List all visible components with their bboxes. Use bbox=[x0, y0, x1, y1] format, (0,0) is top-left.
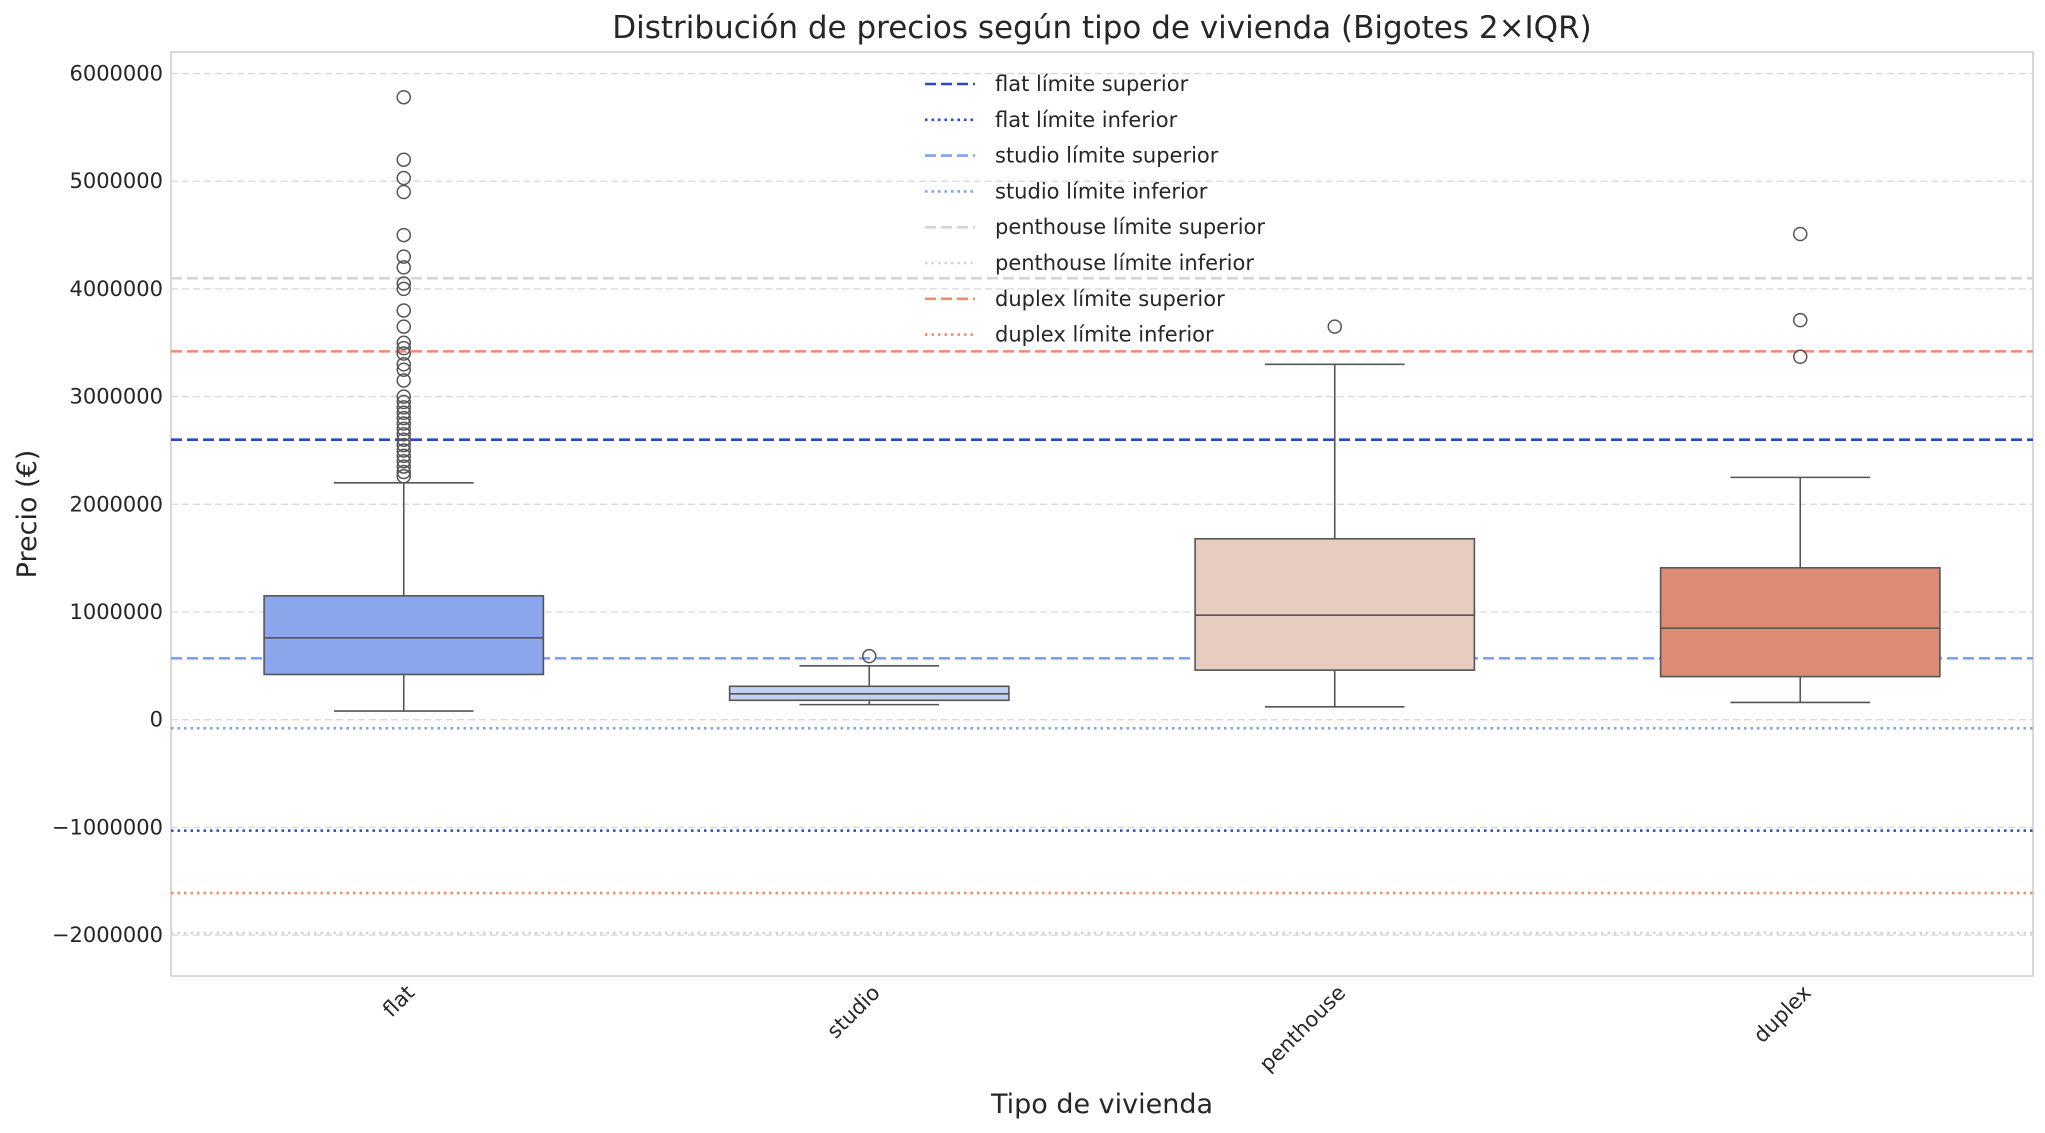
outlier-point bbox=[1327, 319, 1342, 334]
boxes bbox=[263, 89, 1941, 712]
outlier-point bbox=[396, 421, 411, 437]
outlier-point bbox=[396, 89, 411, 105]
outlier-point bbox=[862, 648, 877, 664]
y-tick-label: −2000000 bbox=[52, 923, 163, 947]
box-flat bbox=[263, 89, 545, 712]
outlier-point bbox=[396, 281, 411, 297]
outlier-point bbox=[396, 152, 411, 167]
y-tick-label: 3000000 bbox=[69, 385, 163, 409]
outlier-point bbox=[396, 276, 411, 291]
outlier-point bbox=[396, 249, 411, 264]
outlier-point bbox=[396, 453, 411, 469]
outlier-point bbox=[396, 448, 411, 464]
outlier-point bbox=[1793, 349, 1808, 365]
y-tick-label: 1000000 bbox=[69, 600, 163, 624]
legend-label: penthouse límite superior bbox=[995, 215, 1265, 239]
outlier-point bbox=[396, 362, 411, 377]
outlier-point bbox=[396, 303, 411, 318]
y-tick-labels: −2000000 −1000000 0 1000000 2000000 3000000 40… bbox=[52, 62, 163, 948]
legend: flat límite superior flat límite inferior… bbox=[925, 72, 1265, 347]
iqr-box bbox=[1194, 537, 1476, 671]
y-axis-title: Precio (€) bbox=[12, 450, 43, 579]
legend-label: flat límite inferior bbox=[995, 108, 1178, 132]
outlier-point bbox=[396, 437, 411, 453]
legend-label: flat límite superior bbox=[995, 72, 1189, 96]
y-tick-label: 5000000 bbox=[69, 169, 163, 193]
outlier-point bbox=[396, 432, 411, 447]
plot-area bbox=[170, 51, 2034, 977]
legend-label: penthouse límite inferior bbox=[995, 251, 1254, 275]
outlier-point bbox=[396, 469, 411, 484]
outlier-point bbox=[396, 346, 411, 361]
outlier-point bbox=[396, 260, 411, 275]
outlier-point bbox=[396, 357, 411, 372]
outlier-point bbox=[396, 416, 411, 431]
y-tick-label: 2000000 bbox=[69, 492, 163, 516]
x-tick-labels: flat studio penthouse duplex bbox=[378, 981, 1816, 1077]
box-duplex bbox=[1659, 226, 1941, 704]
y-tick-label: 0 bbox=[150, 708, 163, 732]
x-tick-label: studio bbox=[822, 981, 885, 1044]
outlier-point bbox=[396, 373, 411, 388]
outlier-point bbox=[1793, 226, 1808, 242]
chart-title: Distribución de precios según tipo de vi… bbox=[612, 10, 1591, 46]
outlier-point bbox=[396, 427, 411, 442]
iqr-box bbox=[263, 595, 545, 676]
outlier-point bbox=[396, 227, 411, 243]
outlier-point bbox=[396, 335, 411, 351]
x-tick-label: flat bbox=[378, 981, 419, 1022]
y-tick-label: 4000000 bbox=[69, 277, 163, 301]
y-tick-label: −1000000 bbox=[52, 815, 163, 839]
box-penthouse bbox=[1194, 319, 1476, 708]
outlier-point bbox=[396, 394, 411, 410]
x-axis-title: Tipo de vivienda bbox=[990, 1089, 1213, 1120]
x-tick-label: penthouse bbox=[1255, 981, 1351, 1077]
outlier-point bbox=[396, 319, 411, 334]
outlier-point bbox=[396, 340, 411, 356]
outlier-point bbox=[396, 389, 411, 404]
outlier-point bbox=[396, 459, 411, 474]
legend-label: studio límite inferior bbox=[995, 179, 1208, 203]
legend-label: duplex límite inferior bbox=[995, 323, 1214, 347]
y-tick-label: 6000000 bbox=[69, 62, 163, 86]
outlier-point bbox=[396, 443, 411, 458]
outlier-point bbox=[1793, 312, 1808, 328]
outlier-point bbox=[396, 410, 411, 426]
grid-lines bbox=[171, 72, 2033, 936]
iqr-box bbox=[1659, 567, 1941, 678]
outlier-point bbox=[396, 184, 411, 200]
outlier-point bbox=[396, 405, 411, 421]
legend-label: duplex límite superior bbox=[995, 287, 1225, 311]
outlier-point bbox=[396, 170, 411, 186]
box-studio bbox=[728, 648, 1010, 706]
legend-label: studio límite superior bbox=[995, 144, 1219, 168]
outlier-point bbox=[396, 464, 411, 480]
outlier-point bbox=[396, 400, 411, 415]
x-tick-label: duplex bbox=[1749, 981, 1816, 1048]
